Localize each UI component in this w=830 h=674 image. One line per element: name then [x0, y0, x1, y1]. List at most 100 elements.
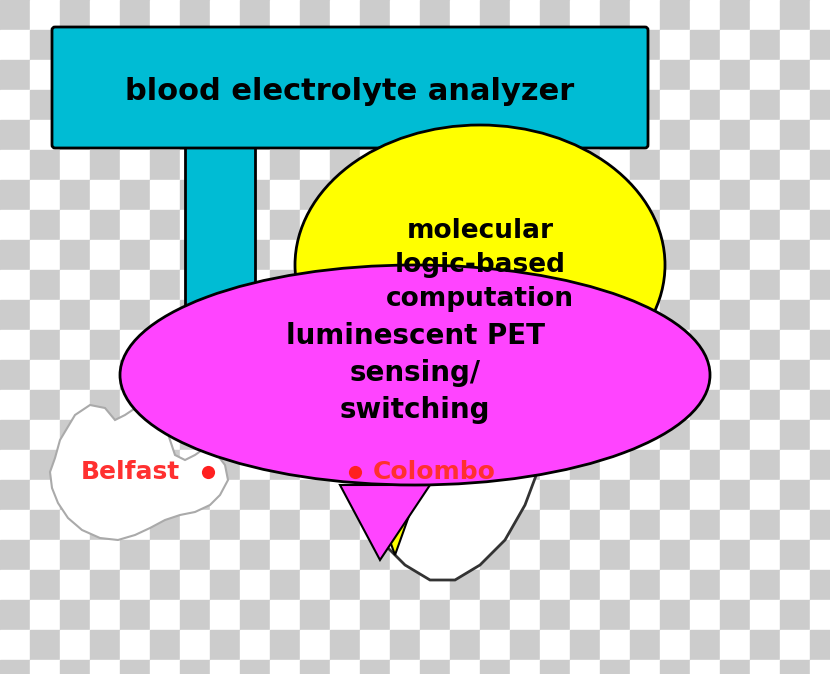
Bar: [750, 420, 780, 450]
Bar: [0, 630, 30, 660]
Bar: [300, 210, 330, 240]
Bar: [120, 420, 150, 450]
Bar: [660, 390, 690, 420]
Bar: [510, 90, 540, 120]
Bar: [390, 240, 420, 270]
Bar: [30, 420, 60, 450]
Bar: [780, 480, 810, 510]
Bar: [180, 300, 210, 330]
Bar: [570, 450, 600, 480]
Bar: [450, 120, 480, 150]
Bar: [360, 300, 390, 330]
Bar: [540, 210, 570, 240]
Bar: [270, 210, 300, 240]
Bar: [780, 60, 810, 90]
Bar: [600, 600, 630, 630]
Bar: [750, 210, 780, 240]
Bar: [240, 510, 270, 540]
Bar: [720, 180, 750, 210]
Bar: [420, 270, 450, 300]
Bar: [180, 240, 210, 270]
Bar: [90, 90, 120, 120]
Bar: [420, 60, 450, 90]
Bar: [240, 630, 270, 660]
Bar: [390, 450, 420, 480]
Bar: [420, 0, 450, 30]
Bar: [480, 600, 510, 630]
Bar: [240, 570, 270, 600]
Bar: [690, 150, 720, 180]
Bar: [330, 480, 360, 510]
Bar: [90, 630, 120, 660]
Bar: [330, 600, 360, 630]
Bar: [540, 600, 570, 630]
Bar: [480, 0, 510, 30]
Bar: [630, 390, 660, 420]
Bar: [420, 480, 450, 510]
Bar: [270, 600, 300, 630]
Bar: [630, 150, 660, 180]
Bar: [150, 270, 180, 300]
Bar: [210, 210, 240, 240]
Bar: [480, 420, 510, 450]
Bar: [810, 360, 830, 390]
Bar: [660, 600, 690, 630]
Bar: [750, 480, 780, 510]
Bar: [90, 480, 120, 510]
Bar: [300, 630, 330, 660]
Bar: [270, 300, 300, 330]
Bar: [570, 90, 600, 120]
Bar: [390, 0, 420, 30]
Bar: [0, 660, 30, 674]
Bar: [510, 480, 540, 510]
Bar: [60, 540, 90, 570]
Bar: [270, 60, 300, 90]
Bar: [600, 180, 630, 210]
Bar: [180, 480, 210, 510]
Bar: [480, 120, 510, 150]
Bar: [420, 210, 450, 240]
Bar: [750, 570, 780, 600]
Bar: [810, 390, 830, 420]
Bar: [660, 540, 690, 570]
Bar: [270, 450, 300, 480]
Bar: [660, 150, 690, 180]
Bar: [150, 90, 180, 120]
Bar: [510, 420, 540, 450]
Bar: [360, 420, 390, 450]
Bar: [540, 240, 570, 270]
Bar: [120, 390, 150, 420]
Bar: [570, 360, 600, 390]
Bar: [480, 540, 510, 570]
Bar: [780, 120, 810, 150]
Bar: [510, 60, 540, 90]
Bar: [510, 360, 540, 390]
Bar: [180, 390, 210, 420]
Bar: [360, 540, 390, 570]
Bar: [510, 240, 540, 270]
Bar: [30, 210, 60, 240]
Bar: [120, 270, 150, 300]
Bar: [510, 600, 540, 630]
Bar: [0, 270, 30, 300]
Bar: [570, 510, 600, 540]
Bar: [0, 330, 30, 360]
Bar: [120, 120, 150, 150]
Bar: [120, 60, 150, 90]
Bar: [630, 180, 660, 210]
Bar: [750, 360, 780, 390]
Polygon shape: [340, 485, 430, 560]
Bar: [450, 570, 480, 600]
Bar: [810, 120, 830, 150]
Bar: [330, 510, 360, 540]
Point: [349, 466, 362, 477]
Bar: [450, 30, 480, 60]
Bar: [630, 540, 660, 570]
Bar: [90, 510, 120, 540]
FancyBboxPatch shape: [52, 27, 648, 148]
Bar: [750, 0, 780, 30]
Bar: [60, 120, 90, 150]
Bar: [750, 180, 780, 210]
Bar: [330, 570, 360, 600]
Polygon shape: [350, 250, 548, 580]
